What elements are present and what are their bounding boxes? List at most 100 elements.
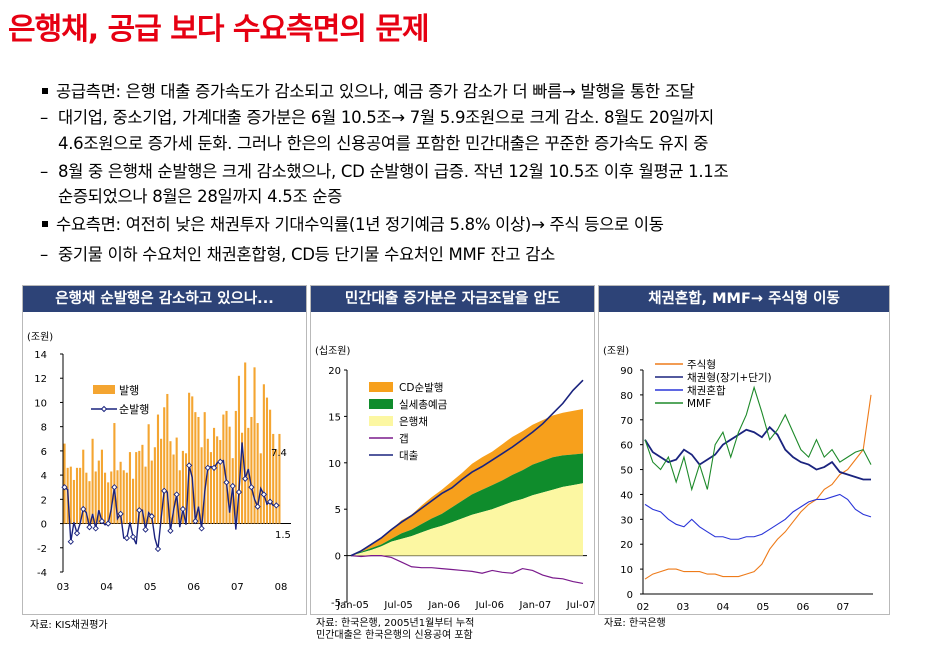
y-tick-label: 50 bbox=[620, 466, 633, 477]
issuance-bar bbox=[122, 470, 125, 524]
issuance-bar bbox=[244, 362, 247, 524]
net-issuance-point bbox=[167, 527, 174, 534]
issuance-bar bbox=[237, 375, 241, 524]
y-tick-label: 4 bbox=[41, 471, 47, 482]
bullet-text: 순증되었으나 8월은 28일까지 4.5조 순증 bbox=[58, 187, 343, 206]
y-tick-label: -5 bbox=[331, 598, 341, 609]
issuance-bar bbox=[153, 447, 156, 524]
y-tick-label: 80 bbox=[620, 391, 633, 402]
bullet-item: 공급측면: 은행 대출 증가속도가 감소되고 있으나, 예금 증가 감소가 더 … bbox=[40, 78, 695, 102]
issuance-bar bbox=[128, 452, 132, 524]
x-tick-label: 06 bbox=[797, 602, 810, 612]
y-axis-unit: (조원) bbox=[27, 331, 53, 343]
issuance-bar bbox=[194, 412, 197, 524]
x-tick-label: 07 bbox=[231, 582, 244, 593]
issuance-bar bbox=[116, 470, 119, 524]
x-tick-label: 04 bbox=[100, 582, 113, 593]
issuance-bar bbox=[150, 460, 153, 524]
legend-swatch bbox=[369, 416, 393, 426]
data-label: 7.4 bbox=[271, 448, 287, 459]
y-tick-label: 15 bbox=[328, 412, 341, 423]
net-issuance-point bbox=[235, 488, 243, 496]
x-tick-label: Jul-06 bbox=[475, 600, 504, 611]
issuance-bar bbox=[147, 424, 150, 524]
bullet-text: 4.6조원으로 증가세 둔화. 그러나 한은의 신용공여를 포함한 민간대출은 … bbox=[58, 134, 709, 153]
issuance-bar bbox=[156, 414, 160, 524]
legend-label: 갭 bbox=[399, 433, 409, 445]
issuance-bar bbox=[138, 450, 141, 524]
net-issuance-point bbox=[98, 517, 106, 525]
issuance-bar bbox=[234, 410, 237, 524]
chart-panel-fund-flows: 채권혼합, MMF→ 주식형 이동 (조원) 0 10 20 30 40 50 60 70 80 9… bbox=[598, 285, 890, 615]
net-issuance-point bbox=[161, 487, 168, 494]
x-tick-label: 03 bbox=[677, 602, 690, 612]
legend-swatch bbox=[369, 399, 393, 409]
issuance-bar bbox=[69, 466, 72, 524]
net-issuance-point bbox=[117, 510, 124, 518]
issuance-bar bbox=[241, 432, 244, 524]
issuance-bar bbox=[88, 481, 91, 524]
net-issuance-point bbox=[80, 505, 87, 513]
loan-funding-chart: (십조원) -5 0 5 10 15 20 Jan-05 Jul-05 Jan-06 Jul-06 J… bbox=[315, 345, 595, 611]
net-issuance-point bbox=[248, 484, 255, 491]
net-issuance-point bbox=[192, 517, 199, 525]
y-tick-label: 0 bbox=[335, 552, 341, 563]
legend-label: 발행 bbox=[119, 384, 139, 397]
bullet-item: – 대기업, 중소기업, 가계대출 증가분은 6월 10.5조→ 7월 5.9조원… bbox=[40, 104, 714, 128]
dash-mark: – bbox=[40, 245, 48, 264]
legend-swatch-issuance bbox=[93, 385, 115, 394]
chart-title: 은행채 순발행은 감소하고 있으나... bbox=[23, 286, 306, 312]
bullet-item: 수요측면: 여전히 낮은 채권투자 기대수익률(1년 정기예금 5.8% 이상)… bbox=[40, 211, 664, 235]
bullet-item-cont: 4.6조원으로 증가세 둔화. 그러나 한은의 신용공여를 포함한 민간대출은 … bbox=[58, 130, 708, 154]
issuance-bar bbox=[163, 407, 166, 524]
page-title: 은행채, 공급 보다 수요측면의 문제 bbox=[8, 12, 430, 47]
issuance-bar bbox=[188, 392, 191, 524]
net-issuance-point bbox=[204, 464, 211, 471]
chart-source: 자료: 한국은행 bbox=[604, 618, 666, 629]
x-tick-label: Jul-07 bbox=[566, 600, 594, 611]
bank-bond-area bbox=[351, 483, 583, 556]
legend-marker bbox=[100, 405, 108, 413]
issuance-bar bbox=[125, 472, 128, 524]
legend-swatch bbox=[369, 382, 393, 392]
legend-label: 순발행 bbox=[119, 403, 149, 416]
issuance-bar bbox=[265, 397, 269, 524]
net-issuance-point bbox=[92, 525, 99, 532]
y-tick-label: 2 bbox=[41, 495, 47, 506]
issuance-bar bbox=[175, 437, 178, 524]
issuance-bar bbox=[178, 470, 181, 524]
bond-fund-line bbox=[644, 425, 871, 481]
issuance-bar bbox=[216, 436, 219, 524]
chart-title: 채권혼합, MMF→ 주식형 이동 bbox=[599, 286, 889, 312]
y-tick-label: 30 bbox=[620, 515, 633, 526]
net-issuance-point bbox=[179, 505, 187, 513]
legend-label: 채권형(장기+단기) bbox=[687, 372, 772, 384]
issuance-bar bbox=[278, 433, 281, 524]
x-tick-label: 07 bbox=[837, 602, 850, 612]
net-issuance-point bbox=[260, 491, 268, 498]
net-issuance-point bbox=[223, 479, 230, 486]
chart-source: 자료: KIS채권평가 bbox=[30, 620, 108, 631]
issuance-bar bbox=[272, 433, 275, 524]
y-axis-unit: (조원) bbox=[603, 345, 629, 357]
data-label: 1.5 bbox=[275, 530, 291, 541]
issuance-bar bbox=[256, 423, 259, 524]
loans-line bbox=[350, 379, 584, 557]
y-tick-label: 40 bbox=[620, 490, 633, 501]
issuance-bar bbox=[63, 443, 66, 524]
issuance-bar bbox=[197, 416, 200, 524]
net-issuance-point bbox=[173, 491, 180, 498]
net-issuance-point bbox=[142, 526, 149, 533]
net-issuance-point bbox=[86, 524, 93, 531]
x-tick-label: 05 bbox=[757, 602, 770, 612]
y-tick-label: 6 bbox=[41, 447, 47, 458]
bullet-text: 대기업, 중소기업, 가계대출 증가분은 6월 10.5조→ 7월 5.9조원으… bbox=[58, 108, 714, 127]
issuance-bar bbox=[91, 438, 94, 524]
issuance-bar bbox=[119, 461, 122, 524]
legend-label: 채권혼합 bbox=[687, 384, 726, 397]
issuance-bar bbox=[107, 482, 110, 524]
y-tick-label: 8 bbox=[41, 423, 47, 434]
net-issuance-point bbox=[266, 498, 274, 505]
y-tick-label: 14 bbox=[34, 350, 47, 361]
issuance-bar bbox=[166, 393, 169, 524]
